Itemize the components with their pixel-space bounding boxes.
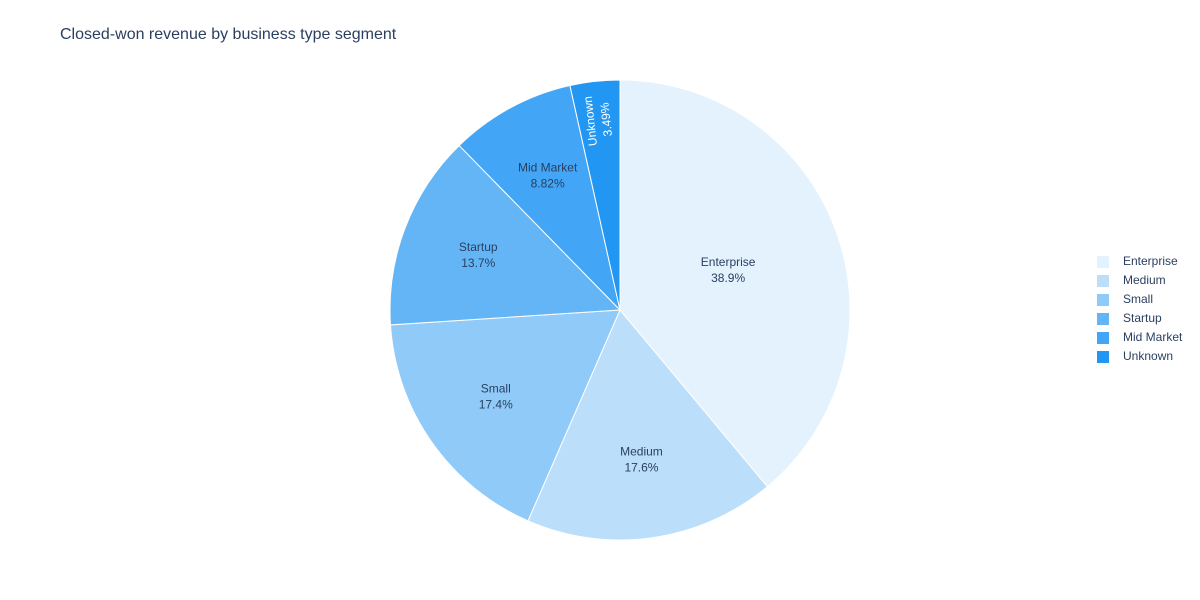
legend-swatch[interactable] xyxy=(1097,275,1109,287)
legend-label[interactable]: Startup xyxy=(1123,311,1162,325)
legend-label[interactable]: Mid Market xyxy=(1123,330,1183,344)
slice-value: 17.6% xyxy=(624,460,658,474)
legend-label[interactable]: Enterprise xyxy=(1123,254,1178,268)
pie-slice xyxy=(389,144,622,326)
legend-label[interactable]: Unknown xyxy=(1123,349,1173,363)
legend-swatch[interactable] xyxy=(1097,313,1109,325)
slice-category: Medium xyxy=(620,444,663,458)
legend-swatch[interactable] xyxy=(1097,256,1109,268)
slice-category: Mid Market xyxy=(518,161,578,175)
slice-value: 8.82% xyxy=(531,177,565,191)
slice-category: Small xyxy=(481,381,511,395)
pie-slice xyxy=(569,79,621,311)
legend-swatch[interactable] xyxy=(1097,351,1109,363)
pie-slice xyxy=(527,309,769,541)
legend-swatch[interactable] xyxy=(1097,294,1109,306)
pie-slice xyxy=(619,79,851,488)
slice-value: 13.7% xyxy=(461,256,495,270)
legend-swatch[interactable] xyxy=(1097,332,1109,344)
slice-value: 3.49% xyxy=(597,101,615,137)
legend-label[interactable]: Medium xyxy=(1123,273,1166,287)
slice-category: Unknown xyxy=(581,96,600,147)
pie-slice xyxy=(389,309,621,522)
pie-slice xyxy=(458,84,621,312)
slice-category: Startup xyxy=(459,240,498,254)
slice-value: 38.9% xyxy=(711,271,745,285)
slice-value: 17.4% xyxy=(479,397,513,411)
chart-title: Closed-won revenue by business type segm… xyxy=(60,26,397,43)
legend-label[interactable]: Small xyxy=(1123,292,1153,306)
slice-category: Enterprise xyxy=(701,255,756,269)
